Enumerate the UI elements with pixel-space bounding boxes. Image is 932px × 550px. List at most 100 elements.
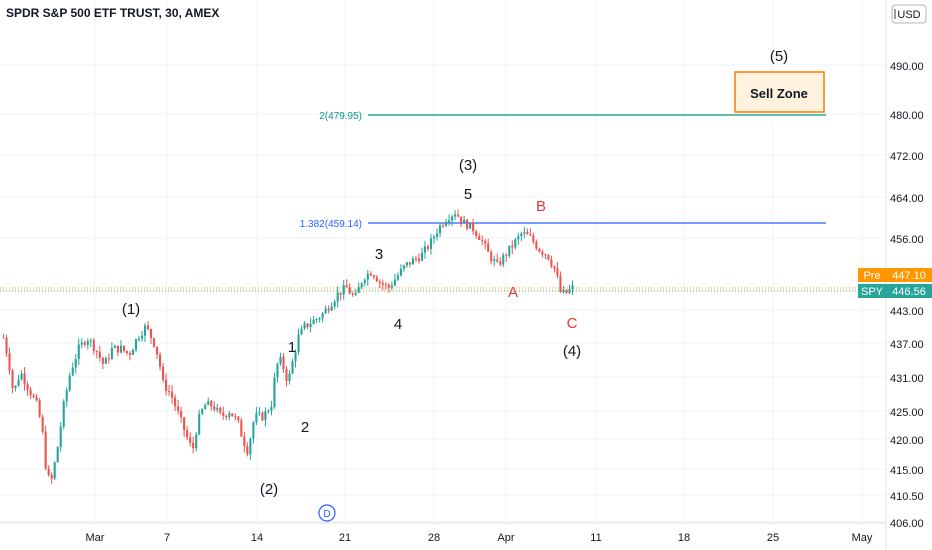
candle-body[interactable] (276, 363, 279, 378)
candle-body[interactable] (165, 379, 168, 391)
candle-body[interactable] (128, 353, 132, 355)
candle-body[interactable] (478, 235, 481, 240)
candle-body[interactable] (520, 233, 523, 237)
candle-body[interactable] (288, 373, 291, 381)
candles[interactable] (2, 209, 574, 484)
candle-body[interactable] (333, 301, 336, 307)
candle-body[interactable] (541, 251, 544, 255)
candle-body[interactable] (366, 273, 369, 280)
candle-body[interactable] (11, 370, 14, 388)
candle-body[interactable] (270, 407, 273, 412)
candle-body[interactable] (357, 287, 360, 293)
candle-body[interactable] (466, 219, 469, 229)
candle-body[interactable] (110, 348, 113, 359)
candle-body[interactable] (348, 287, 351, 294)
candle-body[interactable] (306, 323, 309, 327)
candle-body[interactable] (411, 258, 414, 265)
sell-zone-box[interactable] (734, 71, 825, 113)
candle-body[interactable] (17, 379, 20, 386)
candle-body[interactable] (354, 292, 357, 295)
candle-body[interactable] (149, 329, 153, 339)
candle-body[interactable] (210, 401, 213, 407)
candle-body[interactable] (342, 285, 345, 295)
candle-body[interactable] (472, 222, 475, 232)
candle-body[interactable] (113, 345, 116, 349)
candle-body[interactable] (544, 254, 547, 256)
candle-body[interactable] (484, 240, 487, 244)
candle-body[interactable] (339, 292, 342, 295)
candle-body[interactable] (514, 239, 517, 248)
price-axis[interactable]: 490.00 480.00 472.00 464.00 456.00 443.0… (890, 61, 924, 530)
candle-body[interactable] (429, 238, 433, 249)
candle-body[interactable] (134, 339, 138, 350)
candle-body[interactable] (562, 289, 565, 292)
candle-body[interactable] (327, 308, 330, 311)
candle-body[interactable] (493, 259, 496, 262)
candle-body[interactable] (116, 345, 119, 353)
candle-body[interactable] (125, 350, 128, 354)
candle-body[interactable] (469, 222, 472, 229)
candle-body[interactable] (282, 356, 285, 369)
candle-body[interactable] (228, 413, 231, 417)
candle-body[interactable] (207, 401, 210, 406)
candle-body[interactable] (143, 325, 147, 336)
candle-body[interactable] (240, 420, 243, 437)
candle-body[interactable] (243, 436, 246, 447)
candle-body[interactable] (5, 337, 8, 354)
candle-body[interactable] (8, 353, 11, 371)
candle-body[interactable] (505, 255, 508, 257)
candle-body[interactable] (378, 281, 381, 283)
candle-body[interactable] (454, 214, 457, 217)
candle-body[interactable] (315, 319, 318, 321)
candle-body[interactable] (140, 335, 144, 339)
candle-body[interactable] (255, 413, 258, 423)
candle-body[interactable] (95, 350, 98, 352)
candle-body[interactable] (517, 236, 520, 240)
candle-body[interactable] (538, 248, 541, 252)
candle-body[interactable] (490, 251, 493, 262)
candle-body[interactable] (177, 406, 180, 412)
candle-body[interactable] (499, 261, 502, 265)
candle-body[interactable] (414, 258, 418, 260)
candle-body[interactable] (372, 275, 375, 278)
candle-body[interactable] (387, 284, 390, 288)
candle-body[interactable] (56, 446, 59, 463)
candle-body[interactable] (460, 216, 463, 223)
candle-body[interactable] (246, 446, 249, 455)
candle-body[interactable] (155, 346, 159, 355)
candle-body[interactable] (29, 389, 32, 396)
candle-body[interactable] (405, 262, 408, 266)
candle-body[interactable] (92, 340, 95, 351)
candle-body[interactable] (565, 289, 568, 293)
candle-body[interactable] (556, 268, 559, 276)
candle-body[interactable] (351, 293, 354, 295)
candle-body[interactable] (183, 417, 186, 431)
candle-body[interactable] (237, 416, 240, 421)
candle-body[interactable] (375, 277, 378, 282)
candle-body[interactable] (35, 396, 38, 401)
candle-body[interactable] (360, 283, 363, 288)
candle-body[interactable] (571, 285, 574, 290)
candle-body[interactable] (508, 245, 511, 256)
candle-body[interactable] (532, 235, 535, 242)
candle-body[interactable] (324, 308, 327, 314)
candle-body[interactable] (526, 232, 529, 235)
candle-body[interactable] (309, 324, 312, 327)
candle-body[interactable] (297, 334, 300, 352)
candle-body[interactable] (192, 442, 195, 449)
candle-body[interactable] (198, 413, 201, 435)
candle-body[interactable] (131, 349, 135, 355)
candle-body[interactable] (312, 319, 315, 325)
candle-body[interactable] (171, 391, 174, 398)
candle-body[interactable] (137, 338, 141, 340)
candle-body[interactable] (487, 243, 490, 252)
candle-body[interactable] (204, 405, 207, 410)
candle-body[interactable] (86, 340, 89, 345)
candle-body[interactable] (423, 246, 427, 253)
candle-body[interactable] (50, 474, 53, 479)
candle-body[interactable] (152, 338, 156, 347)
candle-body[interactable] (523, 232, 526, 234)
candle-body[interactable] (74, 359, 77, 368)
candle-body[interactable] (158, 354, 162, 367)
